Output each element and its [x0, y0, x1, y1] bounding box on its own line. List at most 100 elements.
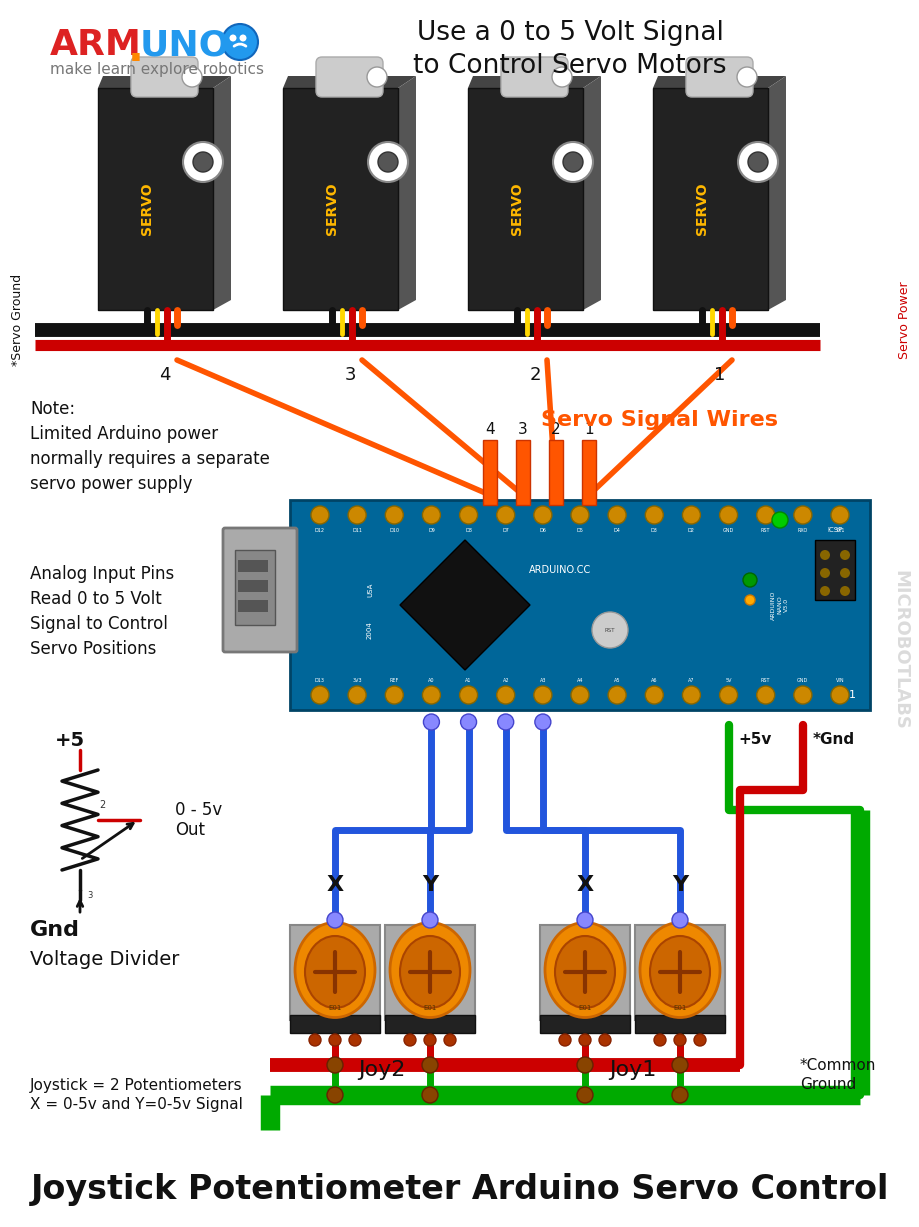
Circle shape — [348, 1034, 360, 1045]
Text: 3: 3 — [87, 891, 93, 899]
Circle shape — [385, 686, 403, 704]
Circle shape — [311, 506, 329, 524]
Circle shape — [653, 1034, 665, 1045]
Circle shape — [598, 1034, 610, 1045]
Text: Servo Power: Servo Power — [898, 281, 911, 358]
Text: MICROBOTLABS: MICROBOTLABS — [890, 571, 908, 730]
Circle shape — [422, 686, 440, 704]
Circle shape — [422, 912, 437, 928]
Polygon shape — [468, 76, 600, 88]
Text: RST: RST — [604, 627, 615, 632]
Text: D6: D6 — [539, 528, 546, 533]
Circle shape — [562, 152, 583, 172]
Circle shape — [839, 568, 849, 578]
Circle shape — [229, 34, 236, 42]
Circle shape — [736, 67, 756, 87]
Bar — [289, 925, 380, 1020]
Text: D2: D2 — [687, 528, 694, 533]
Text: RXO: RXO — [797, 528, 807, 533]
Text: Y: Y — [422, 875, 437, 894]
Text: A1: A1 — [465, 677, 471, 682]
Circle shape — [533, 686, 551, 704]
Circle shape — [839, 587, 849, 596]
Bar — [238, 580, 267, 591]
Text: D8: D8 — [465, 528, 471, 533]
Text: Joystick Potentiometer Arduino Servo Control: Joystick Potentiometer Arduino Servo Con… — [30, 1173, 889, 1206]
Circle shape — [747, 152, 767, 172]
Circle shape — [756, 686, 774, 704]
Text: 1: 1 — [847, 690, 855, 699]
Text: +5: +5 — [55, 730, 85, 750]
Bar — [289, 1015, 380, 1033]
Circle shape — [671, 1056, 687, 1072]
Text: REF: REF — [390, 677, 399, 682]
Polygon shape — [767, 76, 785, 310]
Text: Joy1: Joy1 — [608, 1060, 656, 1080]
Polygon shape — [98, 76, 231, 88]
Circle shape — [819, 568, 829, 578]
Circle shape — [819, 550, 829, 560]
Text: Voltage Divider: Voltage Divider — [30, 950, 179, 969]
Text: SERVO: SERVO — [694, 183, 709, 236]
Circle shape — [496, 506, 514, 524]
Text: E01: E01 — [578, 1005, 591, 1011]
Text: Note:
Limited Arduino power
normally requires a separate
servo power supply: Note: Limited Arduino power normally req… — [30, 400, 269, 493]
Circle shape — [756, 506, 774, 524]
Text: D12: D12 — [314, 528, 324, 533]
Text: VIN: VIN — [834, 677, 844, 682]
Circle shape — [329, 1034, 341, 1045]
Circle shape — [496, 686, 514, 704]
Bar — [814, 540, 854, 600]
Circle shape — [830, 506, 848, 524]
Bar — [539, 925, 630, 1020]
Circle shape — [378, 152, 398, 172]
Text: E01: E01 — [423, 1005, 437, 1011]
Text: Use a 0 to 5 Volt Signal
to Control Servo Motors: Use a 0 to 5 Volt Signal to Control Serv… — [413, 20, 726, 79]
Bar — [289, 499, 869, 710]
Circle shape — [403, 1034, 415, 1045]
Text: Gnd: Gnd — [30, 920, 80, 940]
Circle shape — [221, 25, 257, 60]
Polygon shape — [398, 76, 415, 310]
Ellipse shape — [544, 923, 624, 1017]
Ellipse shape — [295, 923, 375, 1017]
Text: D4: D4 — [613, 528, 620, 533]
Circle shape — [326, 1087, 343, 1103]
Bar — [98, 88, 213, 310]
Text: GND: GND — [797, 677, 808, 682]
Circle shape — [326, 1056, 343, 1072]
Bar — [384, 1015, 474, 1033]
Circle shape — [367, 67, 387, 87]
Circle shape — [239, 34, 246, 42]
Text: 3V3: 3V3 — [352, 677, 361, 682]
Circle shape — [607, 686, 626, 704]
Circle shape — [771, 512, 788, 528]
Text: ARDUINO.CC: ARDUINO.CC — [528, 564, 591, 575]
Ellipse shape — [650, 936, 709, 1009]
Text: *Servo Ground: *Servo Ground — [11, 274, 25, 366]
Ellipse shape — [390, 923, 470, 1017]
Bar — [384, 925, 474, 1020]
Text: E01: E01 — [673, 1005, 686, 1011]
Circle shape — [578, 1034, 590, 1045]
Circle shape — [460, 686, 477, 704]
FancyBboxPatch shape — [222, 528, 297, 652]
Text: Joy2: Joy2 — [357, 1060, 405, 1080]
Text: 3: 3 — [344, 366, 356, 384]
FancyBboxPatch shape — [130, 56, 198, 97]
Polygon shape — [283, 76, 415, 88]
Circle shape — [571, 686, 588, 704]
Polygon shape — [652, 76, 785, 88]
Text: Servo Signal Wires: Servo Signal Wires — [541, 410, 777, 429]
Text: X: X — [576, 875, 593, 894]
Text: 4: 4 — [484, 422, 494, 438]
Circle shape — [744, 595, 754, 605]
Circle shape — [743, 573, 756, 587]
Text: D5: D5 — [576, 528, 583, 533]
Ellipse shape — [305, 936, 365, 1009]
Circle shape — [497, 714, 513, 730]
Ellipse shape — [640, 923, 720, 1017]
Text: A6: A6 — [651, 677, 657, 682]
Text: 2: 2 — [550, 422, 561, 438]
Bar — [482, 440, 496, 506]
